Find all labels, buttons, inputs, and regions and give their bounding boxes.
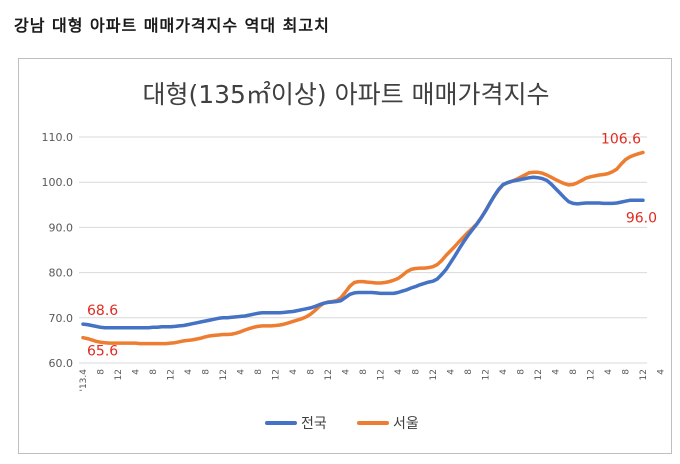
x-tick-label: 12 <box>167 369 177 380</box>
x-tick-label: 12 <box>377 369 387 380</box>
data-label: 68.6 <box>87 303 118 319</box>
x-tick-label: 12 <box>534 369 544 380</box>
headline: 강남 대형 아파트 매매가격지수 역대 최고치 <box>14 16 330 35</box>
series-line-seoul <box>81 150 645 346</box>
x-tick-label: 12 <box>219 369 229 380</box>
x-axis-ticks: '13.4 8 12 4 8 12 4 8 12 4 8 12 4 8 12 4 8 12 4 8 12 4 8 12 4 8 12… <box>79 369 667 392</box>
x-tick-label: 8 <box>569 369 579 375</box>
gridlines <box>79 136 647 364</box>
x-tick-label: 12 <box>272 369 282 380</box>
legend-label: 서울 <box>393 416 419 432</box>
data-label: 96.0 <box>626 210 657 226</box>
x-tick-label: 4 <box>342 369 352 375</box>
x-tick-label: 4 <box>604 369 614 375</box>
legend-label: 전국 <box>301 416 327 432</box>
x-tick-label: 12 <box>114 369 124 380</box>
data-label: 65.6 <box>87 344 118 360</box>
x-tick-label: 12 <box>639 369 649 380</box>
x-tick-label: 8 <box>517 369 527 375</box>
x-tick-label: 8 <box>412 369 422 375</box>
series-lines <box>81 150 645 346</box>
y-tick-label: 60.0 <box>49 357 74 370</box>
x-tick-label: 8 <box>202 369 212 375</box>
x-tick-label: 12 <box>324 369 334 380</box>
x-tick-label: 8 <box>307 369 317 375</box>
x-tick-label: 12 <box>587 369 597 380</box>
series-line-national <box>81 175 645 330</box>
x-tick-label: 8 <box>254 369 264 375</box>
x-tick-label: 4 <box>657 369 667 375</box>
y-tick-label: 90.0 <box>49 221 74 234</box>
x-tick-label: 12 <box>482 369 492 380</box>
x-tick-label: 4 <box>132 369 142 375</box>
y-tick-label: 80.0 <box>49 267 74 280</box>
data-label: 106.6 <box>601 131 641 147</box>
x-tick-label: 4 <box>237 369 247 375</box>
x-tick-label: 4 <box>552 369 562 375</box>
y-axis-ticks: 60.0 70.0 80.0 90.0 100.0 110.0 <box>42 131 74 370</box>
x-tick-label: 8 <box>464 369 474 375</box>
x-tick-label: 4 <box>447 369 457 375</box>
x-tick-label: '13.4 <box>79 369 89 392</box>
y-tick-label: 100.0 <box>42 176 74 189</box>
x-tick-label: 4 <box>499 369 509 375</box>
x-tick-label: 8 <box>359 369 369 375</box>
x-tick-label: 4 <box>289 369 299 375</box>
x-tick-label: 8 <box>149 369 159 375</box>
x-tick-label: 4 <box>394 369 404 375</box>
x-tick-label: 8 <box>622 369 632 375</box>
chart-container: 대형(135㎡이상) 아파트 매매가격지수 60.0 70.0 80.0 90.0 10… <box>18 58 672 454</box>
x-tick-label: 4 <box>184 369 194 375</box>
y-tick-label: 70.0 <box>49 312 74 325</box>
chart-title: 대형(135㎡이상) 아파트 매매가격지수 <box>142 80 549 109</box>
x-tick-label: 12 <box>429 369 439 380</box>
y-tick-label: 110.0 <box>42 131 74 144</box>
legend: 전국 서울 <box>265 416 419 432</box>
x-tick-label: 8 <box>97 369 107 375</box>
data-labels: 68.6 65.6 106.6 96.0 <box>87 131 657 359</box>
line-chart: 대형(135㎡이상) 아파트 매매가격지수 60.0 70.0 80.0 90.0 10… <box>42 80 667 432</box>
